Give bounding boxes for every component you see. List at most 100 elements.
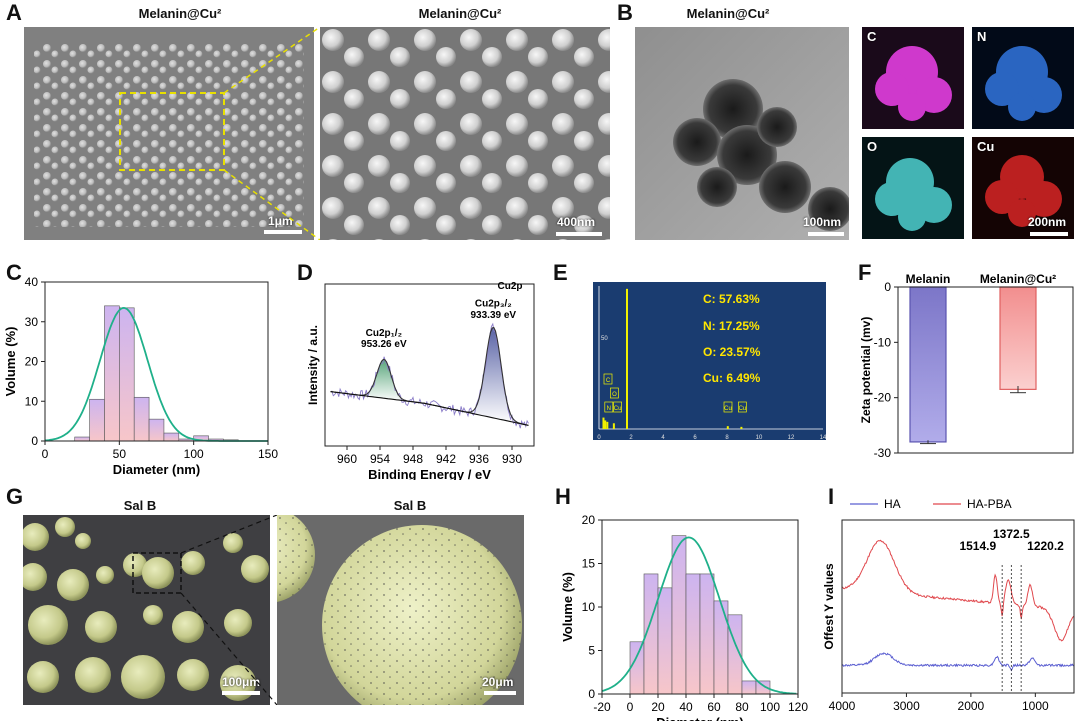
x-tick-label: 930 xyxy=(502,452,522,466)
y-tick-label: 15 xyxy=(582,557,596,571)
histogram-bar xyxy=(119,307,135,442)
scale-label-g-left: 100μm xyxy=(222,675,261,689)
eds-stat-cu: Cu: 6.49% xyxy=(703,371,761,385)
sem-image-sal-b-high-mag xyxy=(277,515,524,705)
eds-stat-c: C: 57.63% xyxy=(703,292,760,306)
x-tick-label: 20 xyxy=(651,700,665,714)
histogram-bar xyxy=(741,680,757,695)
panel-label-i: I xyxy=(828,484,835,509)
zeta-bar xyxy=(909,286,947,443)
peak-annotation: 1220.2 xyxy=(1027,539,1064,553)
baseline-line xyxy=(330,391,529,426)
chart-c-size-distribution: 0 50 100 150 0 10 20 30 40 Diameter (nm) Volume (%… xyxy=(3,275,278,477)
x-tick-label: 0 xyxy=(627,700,634,714)
panel-label-b: B xyxy=(617,0,633,25)
element-marker-box xyxy=(738,401,747,413)
histogram-bar xyxy=(657,587,673,695)
x-axis-title: Binding Energy / eV xyxy=(368,467,491,480)
histogram-bar xyxy=(133,396,150,442)
element-marker-label: Cu xyxy=(614,406,622,412)
y-axis-title: Offest Y values xyxy=(822,563,836,650)
scale-label-a-left: 1μm xyxy=(268,214,293,228)
spectrum-peak xyxy=(726,426,729,429)
panel-label-h: H xyxy=(555,484,571,509)
map-label-o: O xyxy=(867,139,878,154)
y-tick-label: 50 xyxy=(601,336,608,342)
element-marker-label: O xyxy=(612,392,617,398)
panel-a-left-title: Melanin@Cu² xyxy=(138,6,222,21)
x-tick-label: 10 xyxy=(756,435,763,440)
histogram-bar xyxy=(685,573,701,695)
x-tick-label: 60 xyxy=(707,700,721,714)
sem-image-melanin-cu-low-mag xyxy=(24,27,314,240)
tem-image-melanin-cu xyxy=(635,27,849,240)
y-tick-label: -30 xyxy=(874,446,892,460)
x-tick-label: 12 xyxy=(788,435,795,440)
category-label: Melanin@Cu² xyxy=(980,272,1056,286)
y-tick-label: 20 xyxy=(25,355,39,369)
category-label: Melanin xyxy=(906,272,951,286)
panel-g-left-title: Sal B xyxy=(123,498,157,513)
scale-label-a-right: 400nm xyxy=(557,215,596,229)
zoom-connector-a xyxy=(224,27,321,240)
x-tick-label: 4 xyxy=(661,435,665,440)
gaussian-fit-line xyxy=(601,536,797,695)
x-axis-title: Diameter (nm) xyxy=(113,462,200,477)
x-tick-label: 0 xyxy=(597,435,601,440)
x-tick-label: 942 xyxy=(436,452,456,466)
peak-annotation: 953.26 eV xyxy=(361,339,407,350)
y-tick-label: 30 xyxy=(25,315,39,329)
y-tick-label: -10 xyxy=(874,335,892,349)
y-axis-title: Volume (%) xyxy=(3,327,18,397)
scale-label-b-main: 100nm xyxy=(803,215,842,229)
y-axis-title: Volume (%) xyxy=(560,572,575,642)
x-tick-label: 6 xyxy=(693,435,697,440)
y-tick-label: 10 xyxy=(25,394,39,408)
element-marker-box xyxy=(603,373,613,385)
y-axis-title: Intensity / a.u. xyxy=(306,325,320,405)
x-tick-label: -20 xyxy=(593,700,611,714)
x-tick-label: 100 xyxy=(184,447,204,461)
map-label-cu: Cu xyxy=(977,139,995,154)
panel-b-title: Melanin@Cu² xyxy=(686,6,770,21)
panel-label-d: D xyxy=(297,260,313,285)
sem-image-sal-b-low-mag xyxy=(23,515,270,705)
plot-frame xyxy=(324,283,535,447)
spectrum-peak xyxy=(612,423,615,429)
histogram-bar xyxy=(104,305,120,442)
legend-label: HA xyxy=(884,497,901,511)
eds-map-carbon xyxy=(862,27,964,129)
x-tick-label: 100 xyxy=(760,700,780,714)
x-tick-label: 954 xyxy=(370,452,390,466)
element-marker-label: Cu xyxy=(739,406,747,412)
element-marker-label: C xyxy=(606,378,611,384)
x-tick-label: 3000 xyxy=(893,699,920,713)
map-label-n: N xyxy=(977,29,987,44)
panel-label-f: F xyxy=(858,260,872,285)
chart-e-eds-spectrum: 0 2 4 6 8 10 12 14 50 C O N Cu Cu Cu C: 57.63% N: 17.2… xyxy=(593,282,827,441)
x-tick-label: 50 xyxy=(113,447,127,461)
y-tick-label: -20 xyxy=(874,391,892,405)
chart-h-size-distribution: -2002040608010012005101520Diameter (nm)V… xyxy=(560,513,808,721)
plot-frame xyxy=(841,519,1075,694)
scale-label-g-right: 20μm xyxy=(482,675,514,689)
x-tick-label: 80 xyxy=(735,700,749,714)
eds-stat-o: O: 23.57% xyxy=(703,345,761,359)
scale-bar-a-right xyxy=(556,232,602,236)
element-marker-box xyxy=(604,401,614,413)
x-tick-label: 2000 xyxy=(958,699,985,713)
fitted-peak-area xyxy=(465,327,521,424)
peak-annotation: Cu2p₁/₂ xyxy=(366,328,402,339)
element-marker-label: N xyxy=(607,406,611,412)
scale-bar-b-map xyxy=(1030,232,1068,236)
peak-annotation: Cu2p xyxy=(498,281,523,292)
x-tick-label: 40 xyxy=(679,700,693,714)
scale-bar-a-left xyxy=(264,230,302,234)
eds-map-nitrogen xyxy=(972,27,1074,129)
plot-frame xyxy=(44,281,269,442)
chart-f-zeta-potential: Melanin Melanin@Cu² 0 -10 -20 -30 Zeta potenti… xyxy=(859,272,1074,460)
scale-label-b-map: 200nm xyxy=(1028,215,1067,229)
y-tick-label: 0 xyxy=(884,280,891,294)
x-tick-label: 120 xyxy=(788,700,808,714)
